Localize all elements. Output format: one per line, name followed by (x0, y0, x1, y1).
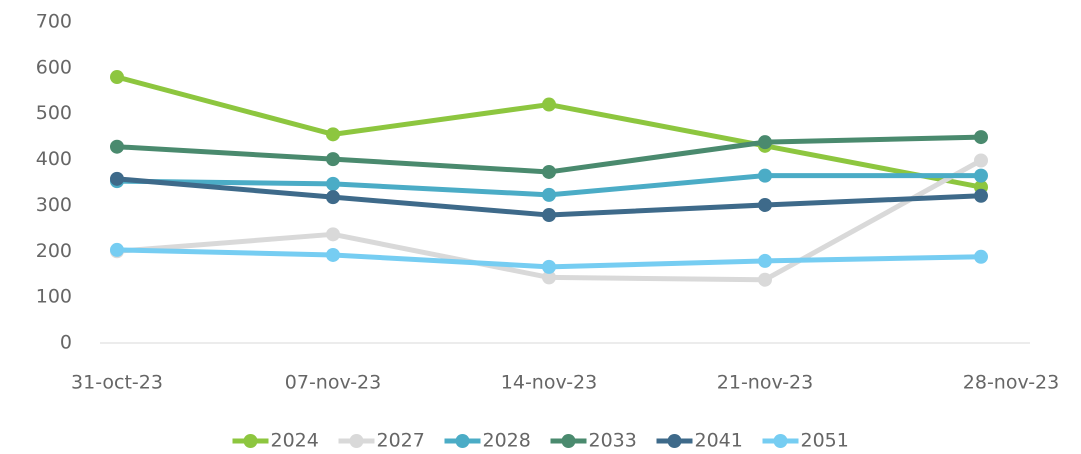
series-marker (326, 127, 340, 142)
legend-marker (243, 434, 258, 448)
series-marker (974, 168, 988, 183)
y-tick-label: 700 (36, 11, 72, 33)
series-marker (758, 168, 772, 183)
y-tick-label: 400 (36, 148, 72, 170)
y-tick-label: 200 (36, 240, 72, 262)
series-marker (974, 188, 988, 203)
legend-label: 2033 (589, 430, 637, 452)
legend-marker (349, 434, 364, 448)
series-marker (974, 153, 988, 168)
legend-marker (773, 434, 788, 448)
y-tick-label: 100 (36, 286, 72, 308)
series-marker (326, 190, 340, 205)
legend-label: 2041 (695, 430, 743, 452)
series-marker (758, 272, 772, 287)
legend-label: 2024 (271, 430, 319, 452)
series-marker (758, 253, 772, 268)
legend-label: 2027 (377, 430, 425, 452)
series-marker (542, 270, 556, 285)
series-marker (758, 197, 772, 212)
y-tick-label: 500 (36, 102, 72, 124)
series-marker (542, 164, 556, 179)
series-marker (110, 139, 124, 154)
series-marker (974, 249, 988, 264)
series-marker (110, 70, 124, 85)
series-marker (758, 135, 772, 150)
y-tick-label: 600 (36, 56, 72, 78)
legend-label: 2028 (483, 430, 531, 452)
x-tick-label: 14-nov-23 (501, 372, 597, 394)
x-tick-label: 21-nov-23 (717, 372, 813, 394)
legend-marker (455, 434, 470, 448)
x-tick-label: 07-nov-23 (285, 372, 381, 394)
legend-label: 2051 (801, 430, 849, 452)
series-marker (326, 176, 340, 191)
series-marker (110, 171, 124, 186)
series-marker (110, 242, 124, 257)
legend-marker (561, 434, 576, 448)
series-marker (326, 227, 340, 242)
series-marker (542, 259, 556, 274)
series-marker (326, 247, 340, 262)
series-marker (974, 130, 988, 145)
series-marker (542, 208, 556, 223)
series-marker (542, 187, 556, 202)
series-marker (542, 97, 556, 112)
y-tick-label: 300 (36, 194, 72, 216)
x-tick-label: 31-oct-23 (71, 372, 163, 394)
y-tick-label: 0 (60, 332, 72, 354)
series-marker (326, 152, 340, 167)
x-tick-label: 28-nov-23 (963, 372, 1059, 394)
legend-marker (667, 434, 682, 448)
